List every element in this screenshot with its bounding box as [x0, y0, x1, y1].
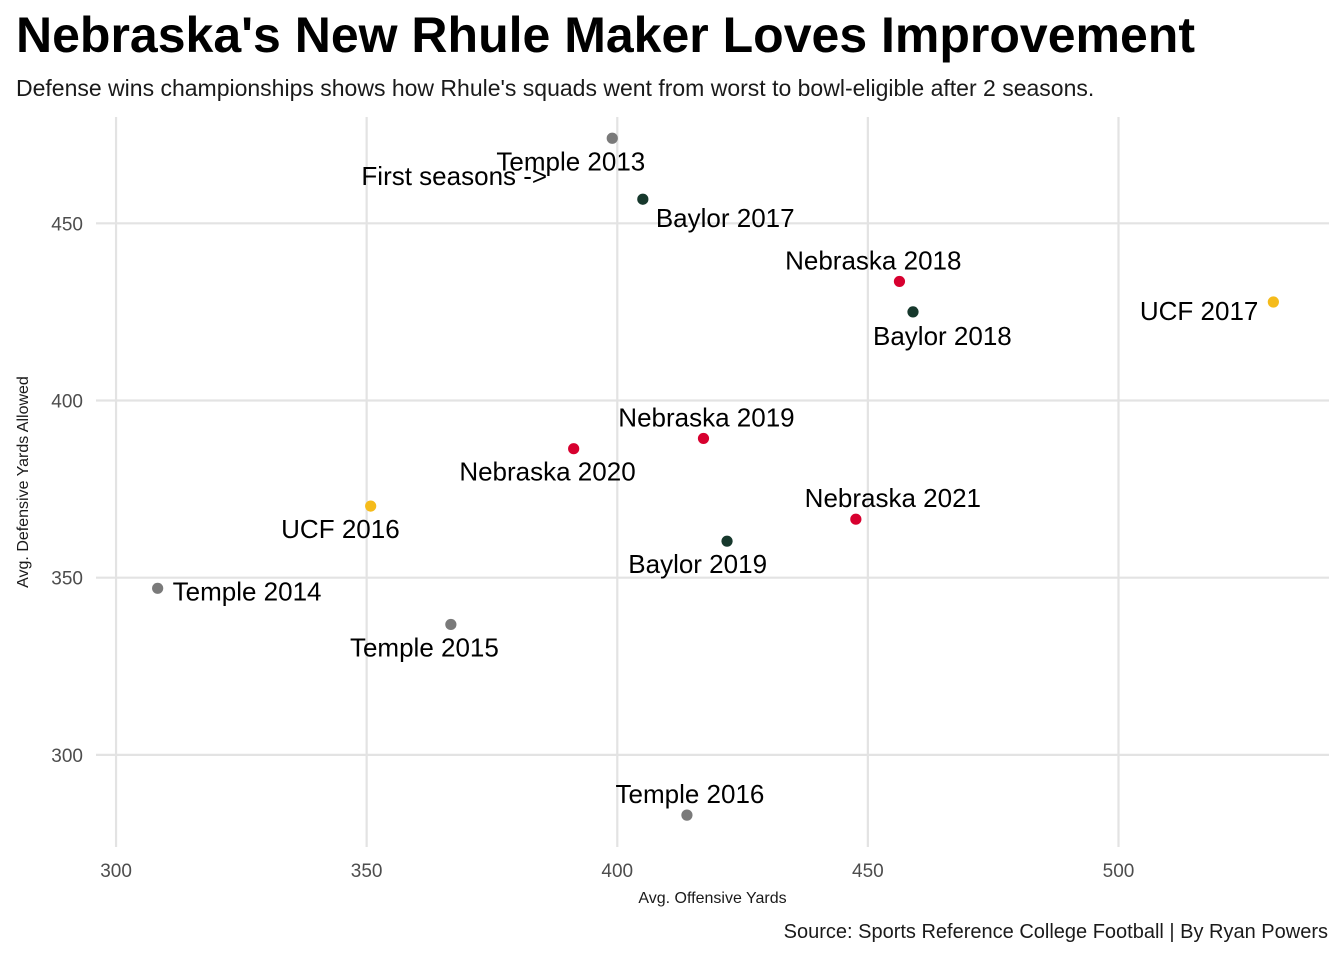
data-point: [681, 809, 693, 821]
data-label: Temple 2015: [350, 632, 499, 662]
data-label: Nebraska 2019: [618, 402, 794, 432]
data-label: Temple 2016: [615, 779, 764, 809]
data-point: [152, 582, 164, 594]
x-axis-title: Avg. Offensive Yards: [638, 890, 786, 907]
data-label: Baylor 2017: [656, 203, 795, 233]
data-label: Nebraska 2018: [785, 245, 961, 275]
data-label: Temple 2013: [496, 146, 645, 176]
annotation-label: First seasons ->: [361, 161, 547, 191]
chart-title: Nebraska's New Rhule Maker Loves Improve…: [16, 7, 1196, 63]
data-point: [850, 513, 862, 525]
data-label: UCF 2017: [1140, 296, 1259, 326]
x-tick-label: 450: [852, 861, 884, 882]
data-point: [721, 535, 733, 547]
chart-caption: Source: Sports Reference College Footbal…: [783, 921, 1328, 943]
y-tick-label: 450: [51, 214, 83, 235]
data-points: [152, 132, 1279, 821]
chart-subtitle: Defense wins championships shows how Rhu…: [16, 75, 1095, 101]
data-label: UCF 2016: [281, 514, 400, 544]
data-label: Temple 2014: [173, 576, 322, 606]
y-tick-label: 350: [51, 569, 83, 590]
gridlines: [96, 117, 1329, 847]
x-tick-label: 400: [601, 861, 633, 882]
data-label: Nebraska 2021: [805, 483, 981, 513]
annotations: First seasons ->: [361, 161, 547, 191]
data-point: [893, 275, 906, 288]
data-label: Baylor 2019: [628, 549, 767, 579]
y-tick-label: 400: [51, 391, 83, 412]
data-point: [568, 443, 580, 455]
data-point: [637, 193, 649, 205]
y-axis-title: Avg. Defensive Yards Allowed: [15, 376, 32, 588]
point-labels: Temple 2013 Temple 2014 Temple 2015 Temple …: [173, 146, 1259, 809]
data-label: Baylor 2018: [873, 321, 1012, 351]
data-point: [445, 618, 457, 631]
y-tick-label: 300: [51, 746, 83, 767]
data-point: [697, 432, 710, 445]
axis-ticks: 300 350 400 450 500 300 350 400 450: [51, 214, 1134, 882]
data-point: [365, 500, 377, 512]
data-point: [907, 306, 919, 318]
data-label: Nebraska 2020: [459, 457, 635, 487]
x-tick-label: 500: [1103, 861, 1135, 882]
x-tick-label: 350: [351, 861, 383, 882]
data-point: [606, 132, 618, 144]
x-tick-label: 300: [100, 861, 132, 882]
data-point: [1267, 296, 1279, 308]
